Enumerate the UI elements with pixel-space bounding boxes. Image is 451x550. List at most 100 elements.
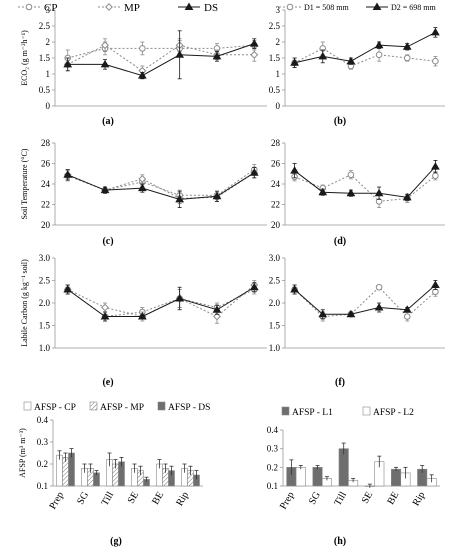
data-point	[374, 303, 384, 311]
legend-label: AFSP - L2	[373, 408, 414, 418]
y-tick-label: 2.5	[39, 276, 51, 286]
legend-label: MP	[124, 2, 140, 14]
y-tick-label: 3.0	[39, 253, 51, 263]
y-tick-label: 22	[41, 200, 50, 210]
x-tick-label: SE	[126, 490, 141, 506]
data-point	[431, 162, 440, 170]
series-line	[67, 289, 255, 318]
legend-marker	[286, 3, 294, 11]
series-line	[294, 286, 436, 318]
series-line	[294, 166, 436, 198]
bar	[295, 467, 306, 487]
series-line	[294, 31, 436, 64]
series-mp	[63, 280, 259, 324]
legend-h: AFSP - L1 AFSP - L2	[281, 406, 414, 418]
series-afsp-ds	[68, 448, 200, 487]
legend-label: D2 = 698 mm	[391, 3, 437, 12]
legend-label: AFSP - DS	[168, 403, 210, 413]
series-afsp-l2	[295, 455, 437, 487]
panel-label-e: (e)	[102, 377, 113, 388]
data-point	[175, 194, 185, 203]
series-line	[67, 172, 255, 199]
data-point	[346, 309, 356, 318]
y-tick-label: 3.0	[269, 253, 281, 263]
y-tick-label: 28	[41, 138, 51, 148]
data-point	[290, 166, 299, 174]
chart-f: 1.0 1.5 2.0 2.5 3.0	[269, 253, 445, 353]
data-point	[431, 27, 440, 36]
panel-label-f: (f)	[335, 377, 345, 388]
bar	[56, 454, 63, 487]
y-tick-label: 20	[41, 220, 51, 230]
chart-layer: 0 0.5 1 1.5 2 2.5 3 ECO₂ (g m⁻²h⁻¹) CP MP DS 0 0.5 1 1…	[18, 2, 445, 511]
y-tick-label: 0.5	[39, 85, 51, 95]
series-line	[67, 44, 255, 59]
chart-a: 0 0.5 1 1.5 2 2.5 3 ECO₂ (g m⁻²h⁻¹) CP MP DS	[18, 2, 267, 111]
series-line	[294, 47, 436, 67]
panel-labels: (a) (b) (c) (d) (e) (f) (g) (h)	[102, 116, 346, 547]
data-point	[249, 168, 259, 176]
data-point	[175, 294, 185, 302]
legend-b: D1 = 508 mm D2 = 698 mm	[279, 2, 437, 12]
y-axis-label: Labile Carbon (g kg⁻¹ soil)	[20, 259, 29, 347]
data-point	[250, 50, 259, 59]
y-tick-label: 1.5	[39, 53, 51, 63]
series-d2-698-mm	[290, 160, 440, 201]
y-tick-label: 0.3	[267, 444, 279, 454]
y-tick-label: 24	[271, 179, 281, 189]
legend-swatch	[157, 401, 166, 411]
series-ds	[63, 167, 259, 208]
chart-e: 1.0 1.5 2.0 2.5 3.0 Labile Carbon (g kg⁻¹ soi…	[20, 253, 267, 353]
series-afsp-mp	[62, 452, 194, 487]
data-point	[431, 280, 440, 288]
y-tick-label: 0	[46, 101, 51, 111]
x-tick-label: Prep	[278, 490, 297, 511]
series-line	[294, 284, 436, 315]
legend-marker	[372, 2, 382, 10]
data-point	[137, 312, 147, 320]
y-tick-label: 0.1	[37, 481, 48, 491]
data-point	[318, 187, 328, 196]
data-point	[175, 50, 185, 58]
data-point	[375, 283, 383, 291]
legend-marker	[105, 3, 113, 11]
series-cp	[64, 40, 258, 67]
x-tick-label: BE	[150, 490, 166, 507]
legend-label: AFSP - L1	[292, 408, 333, 418]
y-tick-label: 0.1	[267, 481, 278, 491]
data-point	[347, 171, 355, 179]
legend-g: AFSP - CP AFSP - MP AFSP - DS	[23, 401, 210, 413]
y-tick-label: 1.5	[39, 321, 51, 331]
legend-label: AFSP - MP	[100, 403, 144, 413]
legend-swatch	[89, 401, 98, 411]
x-tick-label: SG	[307, 490, 323, 507]
y-tick-label: 26	[41, 159, 51, 169]
bar	[391, 468, 402, 487]
x-tick-label: SE	[360, 490, 375, 506]
y-tick-label: 1.5	[269, 53, 281, 63]
data-point	[138, 174, 147, 183]
panel-label-g: (g)	[110, 536, 122, 547]
series-ds	[63, 282, 259, 322]
legend-label: DS	[204, 2, 218, 14]
y-axis-label: Soil Temperature (°C)	[20, 148, 29, 219]
series-d2-698-mm	[290, 27, 440, 68]
y-tick-label: 2.5	[269, 276, 281, 286]
series-line	[67, 284, 255, 318]
y-tick-label: 1.0	[269, 343, 281, 353]
data-point	[290, 285, 299, 293]
y-tick-label: 3	[46, 5, 51, 15]
y-tick-label: 1.5	[269, 321, 281, 331]
legend-swatch	[281, 406, 290, 416]
y-axis-label: ECO₂ (g m⁻²h⁻¹)	[20, 30, 29, 86]
data-point	[402, 42, 412, 50]
data-point	[318, 309, 328, 318]
series-afsp-l1	[286, 442, 428, 488]
data-point	[100, 312, 110, 320]
y-tick-label: 24	[41, 179, 51, 189]
data-point	[212, 51, 222, 60]
x-tick-label: Till	[100, 490, 117, 508]
data-point	[101, 41, 109, 50]
